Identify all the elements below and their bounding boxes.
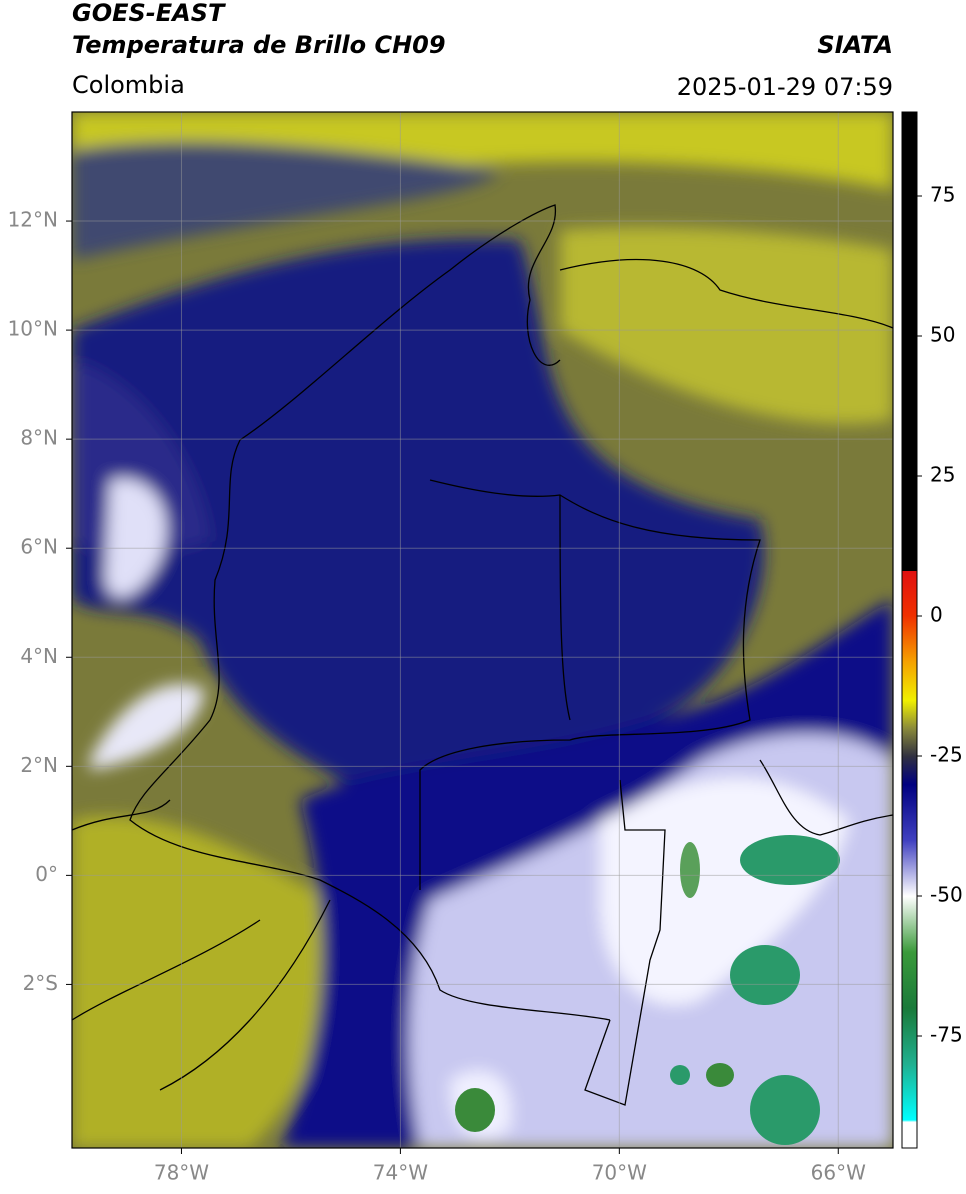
y-tick-label: 2°S: [23, 971, 58, 995]
y-tick-label: 4°N: [20, 644, 58, 668]
y-tick-label: 10°N: [8, 317, 58, 341]
x-tick-label: 74°W: [373, 1161, 428, 1185]
colorbar-tick-label: 50: [930, 323, 955, 347]
datetime: 2025-01-29 07:59: [677, 73, 893, 101]
gridlines: [72, 112, 893, 1148]
x-tick-label: 78°W: [154, 1161, 209, 1185]
colorbar: [901, 111, 918, 1149]
colorbar-tick-label: 25: [930, 463, 955, 487]
y-tick-label: 12°N: [8, 208, 58, 232]
colorbar-tick-label: 0: [930, 603, 943, 627]
borders: [72, 204, 893, 1106]
colorbar-tick-label: -75: [930, 1023, 963, 1047]
subtitle: Temperatura de Brillo CH09: [72, 31, 446, 59]
y-tick-label: 2°N: [20, 753, 58, 777]
x-tick-label: 66°W: [811, 1161, 866, 1185]
map-frame: [71, 111, 894, 1149]
region: Colombia: [72, 71, 185, 99]
title: GOES-EAST: [72, 0, 226, 27]
y-tick-label: 6°N: [20, 535, 58, 559]
x-tick-label: 70°W: [592, 1161, 647, 1185]
source: SIATA: [817, 31, 893, 59]
colorbar-tick-label: -25: [930, 743, 963, 767]
colorbar-tick-label: 75: [930, 183, 955, 207]
satellite-image: [72, 112, 893, 1148]
y-tick-label: 0°: [35, 862, 58, 886]
cold-cloud-tops: [455, 835, 840, 1145]
colorbar-tick-label: -50: [930, 883, 963, 907]
y-tick-label: 8°N: [20, 426, 58, 450]
